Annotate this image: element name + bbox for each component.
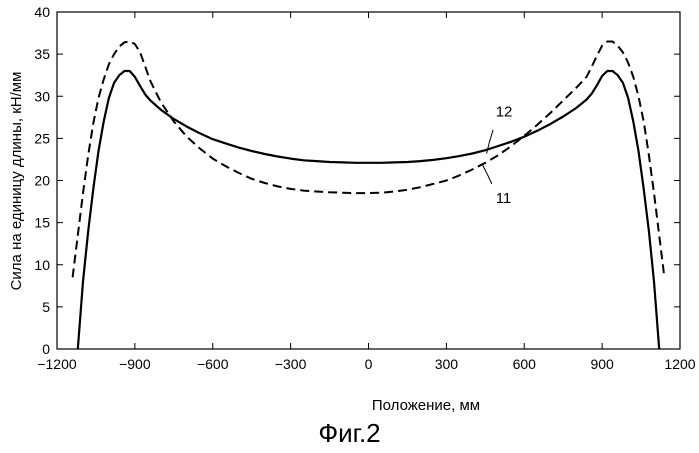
x-tick-label: 600 (513, 356, 537, 372)
x-tick-label: −900 (119, 356, 151, 372)
data-series (73, 42, 665, 350)
y-tick-label: 20 (34, 173, 50, 189)
y-tick-label: 15 (34, 215, 50, 231)
x-tick-label: −1200 (37, 356, 77, 372)
annotation-leader (483, 165, 492, 184)
annotation-label: 11 (496, 190, 512, 207)
series-line-curve-11 (73, 42, 665, 278)
plot-axes (57, 12, 680, 349)
line-chart: −1200 −900 −600 −300 0 300 600 900 1200 0 5 10 15 20 2… (0, 0, 699, 420)
figure-caption: Фиг.2 (0, 418, 699, 448)
x-tick-label: 0 (365, 356, 373, 372)
y-tick-label: 40 (34, 4, 50, 20)
x-tick-label: 1200 (664, 356, 695, 372)
x-tick-label: −600 (197, 356, 229, 372)
y-tick-label: 35 (34, 46, 50, 62)
y-tick-label: 10 (34, 257, 50, 273)
x-tick-label: 300 (435, 356, 459, 372)
annotation-label: 12 (496, 103, 513, 120)
x-tick-label: −300 (275, 356, 307, 372)
x-tick-label: 900 (590, 356, 614, 372)
y-tick-label: 30 (34, 88, 50, 104)
annotation-leader (487, 130, 493, 154)
y-axis-title: Сила на единицу длины, кН/мм (8, 72, 25, 291)
x-axis-title: Положение, мм (372, 397, 480, 414)
y-tick-label: 25 (34, 130, 50, 146)
series-line-curve-12 (78, 71, 659, 349)
plot-frame (57, 12, 680, 349)
y-tick-label: 0 (42, 341, 50, 357)
y-tick-label: 5 (42, 299, 50, 315)
axis-ticks: −1200 −900 −600 −300 0 300 600 900 1200 0 5 10 15 20 2… (34, 4, 695, 372)
